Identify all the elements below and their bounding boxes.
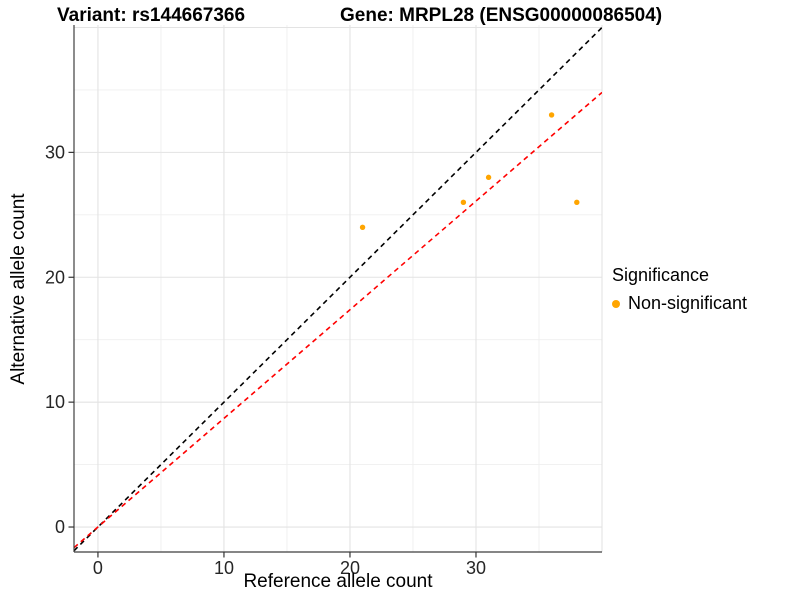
x-tick-label: 20 (340, 558, 360, 578)
y-tick-label: 0 (55, 517, 65, 537)
y-axis-title: Alternative allele count (8, 193, 29, 385)
legend-title: Significance (612, 265, 710, 285)
legend-point-icon (612, 299, 620, 308)
legend: Significance Non-significant (612, 265, 747, 314)
y-tick-label: 20 (45, 267, 65, 287)
legend-item-non-significant: Non-significant (612, 293, 747, 314)
data-point (548, 112, 555, 118)
reference-line-identity (74, 26, 602, 552)
x-tick-label: 0 (93, 558, 103, 578)
x-tick-label: 30 (466, 558, 486, 578)
data-point (574, 199, 580, 206)
data-point (359, 224, 366, 231)
data-point (485, 174, 492, 181)
legend-item-label: Non-significant (628, 293, 748, 313)
plot-title-variant: Variant: rs144667366 (57, 5, 246, 26)
data-point (460, 199, 467, 206)
x-axis-title: Reference allele count (243, 571, 433, 592)
y-tick-label: 30 (45, 142, 65, 162)
y-tick-label: 10 (45, 392, 65, 412)
x-tick-label: 10 (214, 558, 234, 578)
reference-line-expected-ratio (74, 91, 602, 549)
plot-title-gene: Gene: MRPL28 (ENSG00000086504) (340, 5, 663, 26)
